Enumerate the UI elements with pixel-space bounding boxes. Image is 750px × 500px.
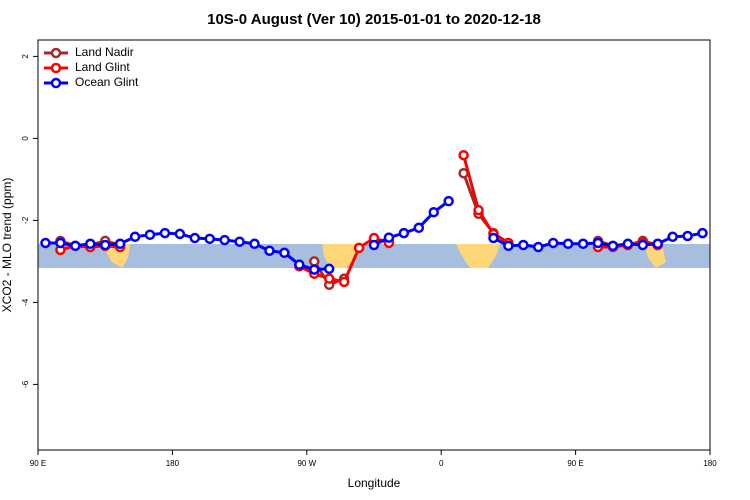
data-point [547, 237, 559, 249]
data-point [338, 276, 350, 288]
data-point [85, 238, 96, 250]
data-point [144, 229, 156, 240]
data-point [159, 227, 171, 239]
data-point [458, 149, 469, 161]
data-point [323, 263, 335, 275]
data-point [129, 231, 141, 243]
data-point [40, 237, 51, 249]
data-point [518, 239, 529, 251]
y-axis-label: XCO2 - MLO trend (ppm) [0, 178, 14, 313]
x-tick-label: 90 E [30, 459, 46, 468]
y-tick-label: 2 [21, 54, 30, 59]
y-tick-label: -2 [21, 216, 30, 224]
data-point [353, 242, 365, 254]
series-line [462, 154, 510, 245]
legend-marker [50, 47, 62, 59]
data-point [697, 227, 708, 239]
data-point [488, 232, 499, 244]
legend-label: Land Glint [75, 60, 130, 74]
data-point [577, 238, 589, 250]
data-point [622, 238, 634, 250]
x-tick-label: 0 [439, 459, 444, 468]
data-point [503, 240, 514, 252]
data-point [219, 234, 230, 246]
data-point [413, 222, 425, 234]
data-point [114, 238, 126, 250]
data-point [607, 240, 619, 252]
data-point [637, 239, 649, 251]
x-tick-label: 90 W [297, 459, 316, 468]
data-point [234, 236, 245, 247]
plot-frame [37, 39, 711, 451]
data-point [383, 232, 395, 243]
data-point [473, 204, 484, 216]
x-tick-label: 180 [703, 459, 717, 468]
legend-marker [50, 62, 62, 74]
data-point [294, 259, 305, 270]
data-point [279, 247, 290, 259]
data-point [55, 237, 66, 249]
y-tick-label: 0 [21, 136, 30, 141]
data-point [443, 195, 454, 207]
data-point [174, 228, 186, 240]
data-point [368, 239, 380, 251]
data-point [99, 239, 111, 251]
data-point [323, 273, 335, 284]
data-point [428, 206, 439, 218]
legend-label: Ocean Glint [75, 75, 139, 89]
data-point [264, 245, 275, 256]
legend-label: Land Nadir [75, 45, 134, 59]
y-tick-label: -6 [21, 380, 30, 388]
data-point [562, 238, 574, 250]
data-point [667, 231, 678, 243]
x-tick-label: 180 [166, 459, 180, 468]
x-tick-label: 90 E [567, 459, 583, 468]
data-point [204, 233, 215, 245]
data-point [682, 230, 693, 242]
chart-title: 10S-0 August (Ver 10) 2015-01-01 to 2020… [207, 11, 541, 28]
data-point [309, 256, 320, 267]
data-point [652, 238, 663, 250]
data-point [249, 238, 260, 250]
data-point [70, 240, 81, 252]
data-point [309, 264, 320, 275]
data-point [533, 241, 544, 253]
x-axis-label: Longitude [348, 476, 401, 490]
data-point [189, 232, 201, 244]
data-point [592, 237, 604, 249]
data-point [398, 227, 410, 239]
y-tick-label: -4 [21, 298, 30, 306]
legend-marker [50, 77, 62, 89]
